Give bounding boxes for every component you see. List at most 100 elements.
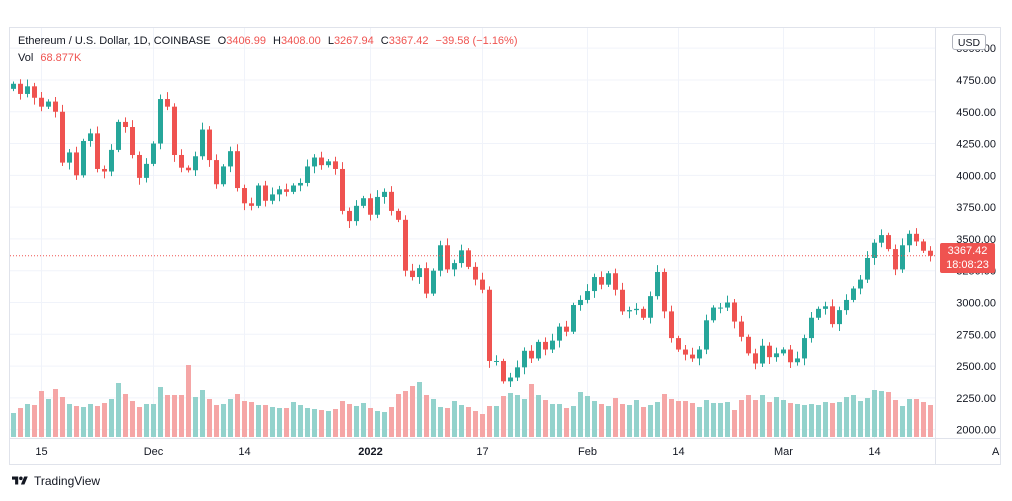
candle-body — [74, 152, 79, 176]
price-axis[interactable]: 2000.002250.002500.002750.003000.003250.… — [956, 43, 996, 436]
candle-body — [795, 358, 800, 363]
candle-body — [102, 168, 107, 172]
volume-bar — [221, 404, 226, 437]
candle-body — [277, 189, 282, 195]
candle-body — [571, 305, 576, 332]
volume-bar — [515, 395, 520, 437]
volume-bar — [676, 401, 681, 437]
candle-body — [529, 350, 534, 359]
candle-body — [53, 101, 58, 112]
volume-bar — [340, 401, 345, 437]
price-chart[interactable]: 2000.002250.002500.002750.003000.003250.… — [10, 28, 1000, 464]
x-tick-label: 2022 — [358, 446, 382, 458]
last-price-label: 3367.42 18:08:23 — [940, 243, 995, 273]
volume-bar — [774, 397, 779, 437]
volume-bar — [74, 406, 79, 437]
candle-body — [669, 311, 674, 339]
volume-bar — [739, 400, 744, 437]
volume-bar — [851, 395, 856, 437]
x-tick-label: 14 — [672, 446, 684, 458]
volume-bar — [746, 395, 751, 437]
candle-body — [186, 167, 191, 171]
volume-bar — [480, 414, 485, 437]
candle-body — [872, 242, 877, 258]
volume-bar — [452, 401, 457, 437]
candle-body — [221, 166, 226, 185]
candle-body — [151, 143, 156, 164]
volume-bar — [326, 411, 331, 437]
candle-body — [781, 349, 786, 354]
candle-body — [718, 307, 723, 309]
candle-body — [424, 268, 429, 294]
volume-bar — [501, 396, 506, 437]
time-axis[interactable]: 15 Dec 14 2022 17 Feb 14 Mar 14 Apr — [35, 446, 1000, 458]
volume-bar — [235, 394, 240, 437]
candle-body — [417, 268, 422, 278]
volume-bar — [648, 405, 653, 437]
symbol-title[interactable]: Ethereum / U.S. Dollar, 1D, COINBASE — [18, 35, 211, 47]
candle-body — [830, 306, 835, 325]
candle-body — [816, 308, 821, 318]
volume-bar — [704, 400, 709, 437]
volume-bar — [487, 406, 492, 437]
candle-body — [753, 353, 758, 364]
x-tick-label: 15 — [35, 446, 47, 458]
volume-bar — [669, 399, 674, 437]
candle-body — [487, 289, 492, 361]
volume-bar — [599, 404, 604, 437]
candle-body — [39, 97, 44, 107]
candle-body — [459, 250, 464, 264]
x-tick-label: Mar — [774, 446, 793, 458]
candle-body — [515, 367, 520, 378]
volume-bar — [130, 401, 135, 437]
volume-label[interactable]: Vol — [18, 52, 34, 64]
candle-body — [662, 271, 667, 312]
volume-bar — [242, 401, 247, 437]
candle-body — [410, 270, 415, 278]
volume-bar — [389, 407, 394, 437]
candle-body — [480, 279, 485, 290]
candle-body — [606, 273, 611, 285]
volume-bar — [592, 401, 597, 437]
volume-bar — [655, 402, 660, 437]
volume-bar — [165, 395, 170, 437]
candle-body — [389, 191, 394, 211]
candle-body — [655, 271, 660, 297]
volume-bar — [333, 409, 338, 437]
candle-body — [767, 345, 772, 358]
volume-bar — [270, 407, 275, 437]
y-tick-label: 3000.00 — [956, 297, 996, 309]
volume-bar — [858, 401, 863, 437]
candle-body — [361, 198, 366, 206]
candle-body — [319, 157, 324, 166]
x-tick-label: Dec — [144, 446, 164, 458]
volume-bar — [361, 403, 366, 437]
volume-bar — [508, 393, 513, 437]
candles — [11, 79, 933, 388]
candle-body — [732, 302, 737, 322]
footer-branding[interactable]: TradingView — [12, 474, 100, 488]
volume-bar — [865, 398, 870, 437]
candle-body — [739, 321, 744, 337]
volume-bar — [921, 402, 926, 437]
open-value: 3406.99 — [226, 35, 266, 47]
candle-body — [95, 133, 100, 169]
volume-bar — [662, 394, 667, 437]
volume-bar — [907, 399, 912, 437]
volume-bar — [529, 384, 534, 437]
volume-bar — [634, 400, 639, 437]
candle-body — [557, 326, 562, 341]
candle-body — [725, 302, 730, 308]
volume-bar — [284, 408, 289, 437]
volume-bar — [11, 413, 16, 437]
volume-bar — [816, 405, 821, 437]
volume-bar — [382, 412, 387, 437]
currency-button[interactable]: USD — [952, 34, 986, 50]
volume-bar — [893, 400, 898, 437]
candle-body — [207, 129, 212, 161]
volume-bar — [690, 403, 695, 437]
volume-bar — [193, 397, 198, 437]
volume-bar — [543, 400, 548, 437]
candle-body — [928, 250, 933, 256]
high-value: 3408.00 — [280, 35, 321, 47]
